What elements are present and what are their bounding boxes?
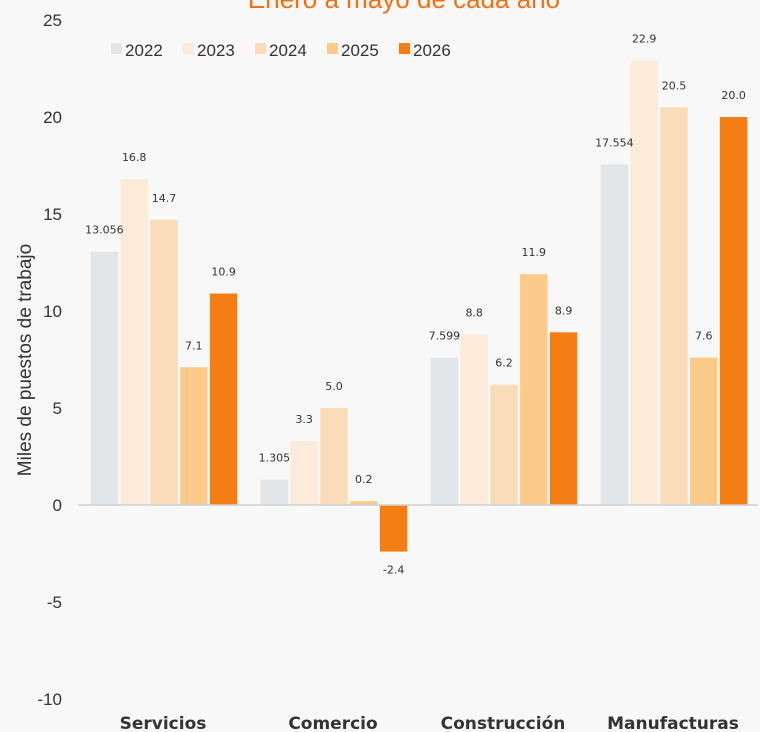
y-tick-label: 15 (43, 205, 62, 224)
data-label: 20.0 (721, 89, 746, 102)
y-tick-label: -5 (47, 593, 62, 612)
legend-swatch (111, 43, 122, 54)
data-label: 3.3 (295, 413, 313, 426)
legend-label: 2026 (413, 41, 451, 60)
bars (90, 60, 748, 552)
legend-item-2024: 2024 (255, 41, 307, 60)
bar-2024-servicios (150, 219, 178, 505)
bar-2026-manufacturas (719, 117, 748, 505)
bar-2025-construcción (520, 274, 548, 505)
data-label: 14.7 (152, 192, 177, 205)
legend-item-2026: 2026 (399, 41, 451, 60)
chart-title: Enero a mayo de cada año (248, 0, 560, 14)
category-label: Comercio (288, 714, 377, 732)
data-label: 5.0 (325, 380, 343, 393)
y-tick-label: 0 (53, 496, 62, 515)
data-label: 1.305 (259, 452, 291, 465)
bar-2026-servicios (209, 293, 238, 505)
legend-item-2025: 2025 (327, 41, 379, 60)
bar-2023-comercio (290, 440, 318, 505)
bar-2025-manufacturas (690, 357, 718, 505)
bar-2023-servicios (120, 179, 148, 505)
data-label: 8.9 (555, 304, 573, 317)
y-axis-ticks: 25 20 15 10 5 0 -5 -10 (37, 11, 62, 709)
data-label: -2.4 (383, 564, 404, 577)
legend-swatch (183, 43, 194, 54)
data-label: 8.8 (465, 306, 483, 319)
legend-item-2022: 2022 (111, 41, 163, 60)
y-tick-label: 10 (43, 302, 62, 321)
bar-2026-comercio (379, 505, 408, 552)
category-label: Construcción (441, 714, 566, 732)
bar-2026-construcción (549, 332, 578, 505)
y-axis-title: Miles de puestos de trabajo (15, 244, 36, 476)
legend-item-2023: 2023 (183, 41, 235, 60)
data-label: 17.554 (595, 136, 634, 149)
legend-swatch (327, 43, 338, 54)
bar-2022-construcción (430, 357, 459, 505)
data-label: 11.9 (522, 246, 547, 259)
data-label: 13.056 (85, 224, 124, 237)
bar-2025-comercio (350, 501, 378, 505)
bar-2023-manufacturas (630, 60, 658, 506)
bar-2022-comercio (260, 479, 289, 505)
bar-2024-manufacturas (660, 107, 688, 506)
data-label: 0.2 (355, 473, 373, 486)
data-label: 6.2 (495, 357, 513, 370)
legend-swatch (399, 43, 410, 54)
data-label: 7.1 (185, 339, 203, 352)
bar-2022-servicios (90, 251, 119, 505)
data-label: 16.8 (122, 151, 147, 164)
legend-label: 2023 (197, 41, 235, 60)
bar-2023-construcción (460, 334, 488, 505)
legend: 2022 2023 2024 2025 2026 (111, 41, 451, 60)
bar-2022-manufacturas (600, 164, 629, 505)
bar-2025-servicios (180, 367, 208, 505)
y-tick-label: 25 (43, 11, 62, 30)
data-label: 10.9 (211, 266, 236, 279)
y-tick-label: -10 (37, 690, 62, 709)
legend-swatch (255, 43, 266, 54)
y-tick-label: 20 (43, 108, 62, 127)
bar-2024-construcción (490, 384, 518, 505)
legend-label: 2025 (341, 41, 379, 60)
category-label: Manufacturas (607, 714, 739, 732)
data-label: 7.6 (695, 330, 713, 343)
y-tick-label: 5 (53, 399, 62, 418)
legend-label: 2024 (269, 41, 307, 60)
bar-2024-comercio (320, 408, 348, 505)
category-label: Servicios (120, 714, 207, 732)
data-labels: 13.056 16.8 14.7 7.1 10.9 1.305 3.3 5.0 0.2 -2.4 7… (85, 33, 746, 577)
legend-label: 2022 (125, 41, 163, 60)
category-labels: Servicios Comercio Construcción Manufactura… (120, 714, 739, 732)
data-label: 22.9 (632, 33, 657, 46)
data-label: 7.599 (429, 330, 461, 343)
data-label: 20.5 (662, 79, 687, 92)
